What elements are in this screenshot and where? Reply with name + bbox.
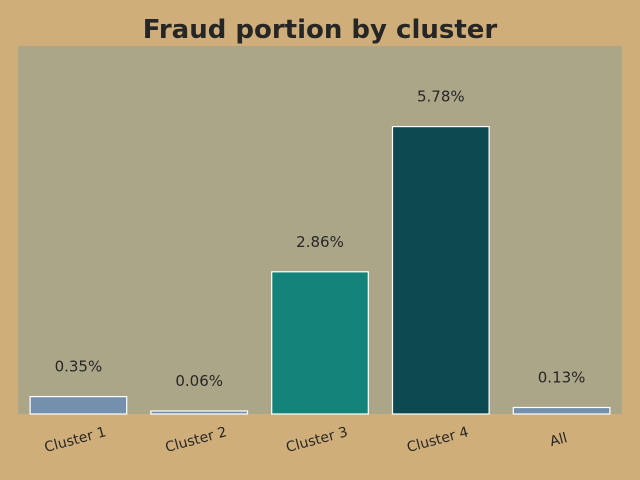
chart-title: Fraud portion by cluster [143, 15, 498, 45]
data-labels: 0.35% 0.06% 2.86% 5.78% 0.13% [55, 88, 586, 390]
bars [29, 125, 611, 415]
x-tick-label-5: All [548, 430, 569, 450]
bar-1 [29, 396, 128, 415]
x-tick-label-3: Cluster 3 [284, 424, 349, 456]
x-tick-label-4: Cluster 4 [405, 424, 470, 456]
x-tick-label-1: Cluster 1 [43, 424, 108, 456]
data-label-4: 5.78% [417, 88, 465, 106]
data-label-3: 2.86% [296, 233, 344, 251]
bar-4 [391, 125, 490, 415]
bar-3 [271, 271, 369, 415]
bar-5 [512, 406, 611, 415]
x-tick-label-2: Cluster 2 [164, 424, 229, 456]
bar-2 [150, 410, 249, 415]
data-label-1: 0.35% [55, 358, 103, 376]
data-label-5: 0.13% [538, 369, 586, 387]
x-axis-tick-labels: Cluster 1 Cluster 2 Cluster 3 Cluster 4 All [43, 424, 569, 456]
data-label-2: 0.06% [175, 372, 223, 390]
